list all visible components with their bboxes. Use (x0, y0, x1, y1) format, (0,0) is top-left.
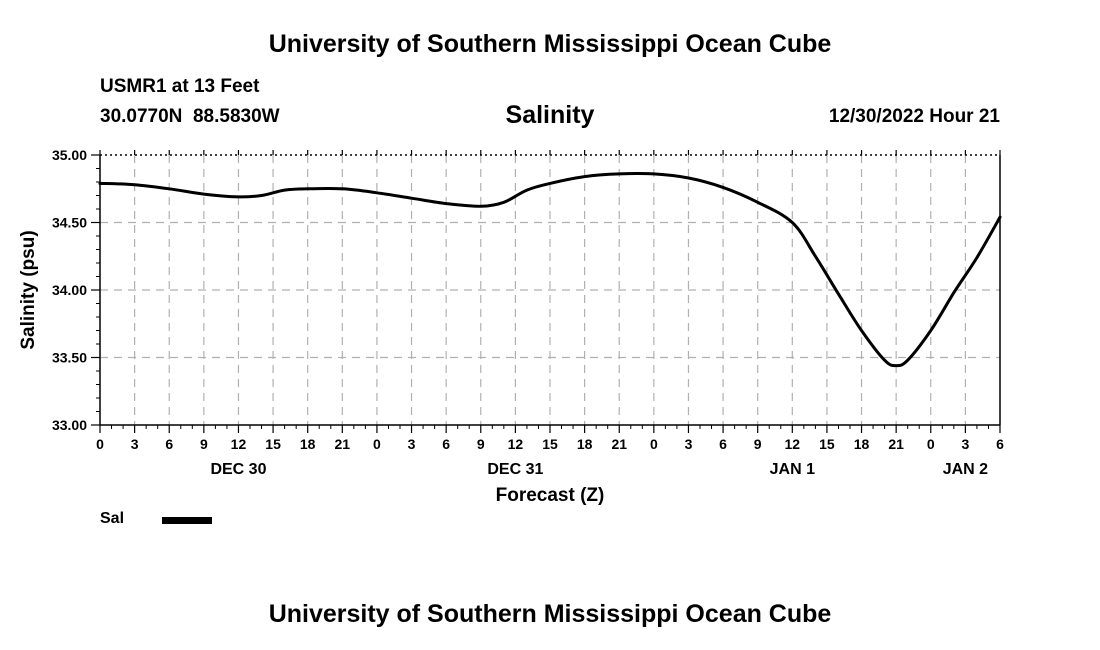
y-tick-label: 33.50 (52, 350, 87, 366)
data-point (976, 256, 978, 259)
data-point (722, 186, 724, 189)
x-tick-label: 15 (265, 436, 281, 452)
x-tick-label: 6 (719, 436, 727, 452)
data-point (860, 329, 863, 332)
data-point (203, 193, 205, 195)
data-point (653, 173, 655, 175)
x-tick-label: 3 (408, 436, 416, 452)
x-tick-label: 12 (231, 436, 247, 452)
data-point (583, 175, 586, 178)
x-tick-label: 9 (477, 436, 485, 452)
data-point (837, 293, 840, 295)
data-point (376, 192, 378, 194)
data-point (906, 359, 909, 362)
x-tick-label: 12 (508, 436, 524, 452)
data-point (99, 182, 101, 185)
data-point (260, 194, 263, 197)
y-tick-label: 34.50 (52, 215, 87, 231)
data-point (999, 216, 1001, 218)
data-point (283, 189, 286, 191)
x-tick-label: 3 (685, 436, 693, 452)
x-tick-label: 18 (854, 436, 870, 452)
data-point (526, 189, 528, 191)
x-tick-label: 0 (96, 436, 104, 452)
data-point (479, 205, 482, 208)
legend-swatch-sal (162, 517, 212, 524)
data-point (929, 329, 932, 332)
y-axis-label: Salinity (psu) (18, 230, 39, 349)
data-point (814, 255, 817, 258)
x-day-label: JAN 2 (943, 461, 988, 478)
data-point (953, 291, 955, 294)
chart-title: Salinity (505, 101, 595, 129)
y-tick-label: 33.00 (52, 417, 87, 433)
x-tick-label: 12 (785, 436, 801, 452)
x-tick-label: 3 (961, 436, 969, 452)
x-tick-label: 6 (165, 436, 173, 452)
x-axis-label: Forecast (Z) (496, 485, 605, 506)
x-tick-label: 18 (577, 436, 593, 452)
x-tick-label: 0 (373, 436, 381, 452)
data-point (133, 183, 136, 186)
x-tick-label: 6 (996, 436, 1004, 452)
data-point (549, 182, 551, 185)
y-tick-label: 35.00 (52, 147, 87, 163)
x-tick-label: 18 (300, 436, 316, 452)
x-tick-label: 6 (442, 436, 450, 452)
data-point (341, 187, 344, 190)
data-point (168, 187, 171, 190)
data-point (791, 221, 794, 224)
x-tick-label: 3 (131, 436, 139, 452)
x-tick-label: 0 (927, 436, 935, 452)
station-label: USMR1 at 13 Feet (100, 76, 260, 97)
x-tick-label: 9 (754, 436, 762, 452)
data-point (618, 173, 621, 175)
x-day-label: DEC 30 (210, 461, 266, 478)
data-point (883, 359, 886, 362)
data-point (306, 187, 309, 190)
x-tick-label: 15 (542, 436, 558, 452)
x-tick-label: 9 (200, 436, 208, 452)
y-tick-label: 34.00 (52, 282, 87, 298)
data-point (687, 177, 690, 179)
page-title-top: University of Southern Mississippi Ocean… (268, 30, 832, 58)
data-point (895, 364, 897, 367)
x-tick-label: 15 (819, 436, 835, 452)
data-point (410, 197, 413, 199)
x-tick-label: 21 (611, 436, 627, 452)
page-title-bottom: University of Southern Mississippi Ocean… (268, 600, 832, 628)
x-tick-label: 21 (335, 436, 351, 452)
data-point (445, 202, 447, 205)
data-point (756, 201, 759, 204)
data-point (237, 196, 240, 198)
x-tick-label: 0 (650, 436, 658, 452)
data-point (503, 201, 505, 204)
coordinates-label: 30.0770N 88.5830W (100, 106, 280, 127)
legend-label-sal: Sal (100, 510, 125, 527)
x-day-label: DEC 31 (487, 461, 543, 478)
datetime-label: 12/30/2022 Hour 21 (828, 106, 1000, 127)
x-day-label: JAN 1 (770, 461, 815, 478)
x-tick-label: 21 (888, 436, 904, 452)
